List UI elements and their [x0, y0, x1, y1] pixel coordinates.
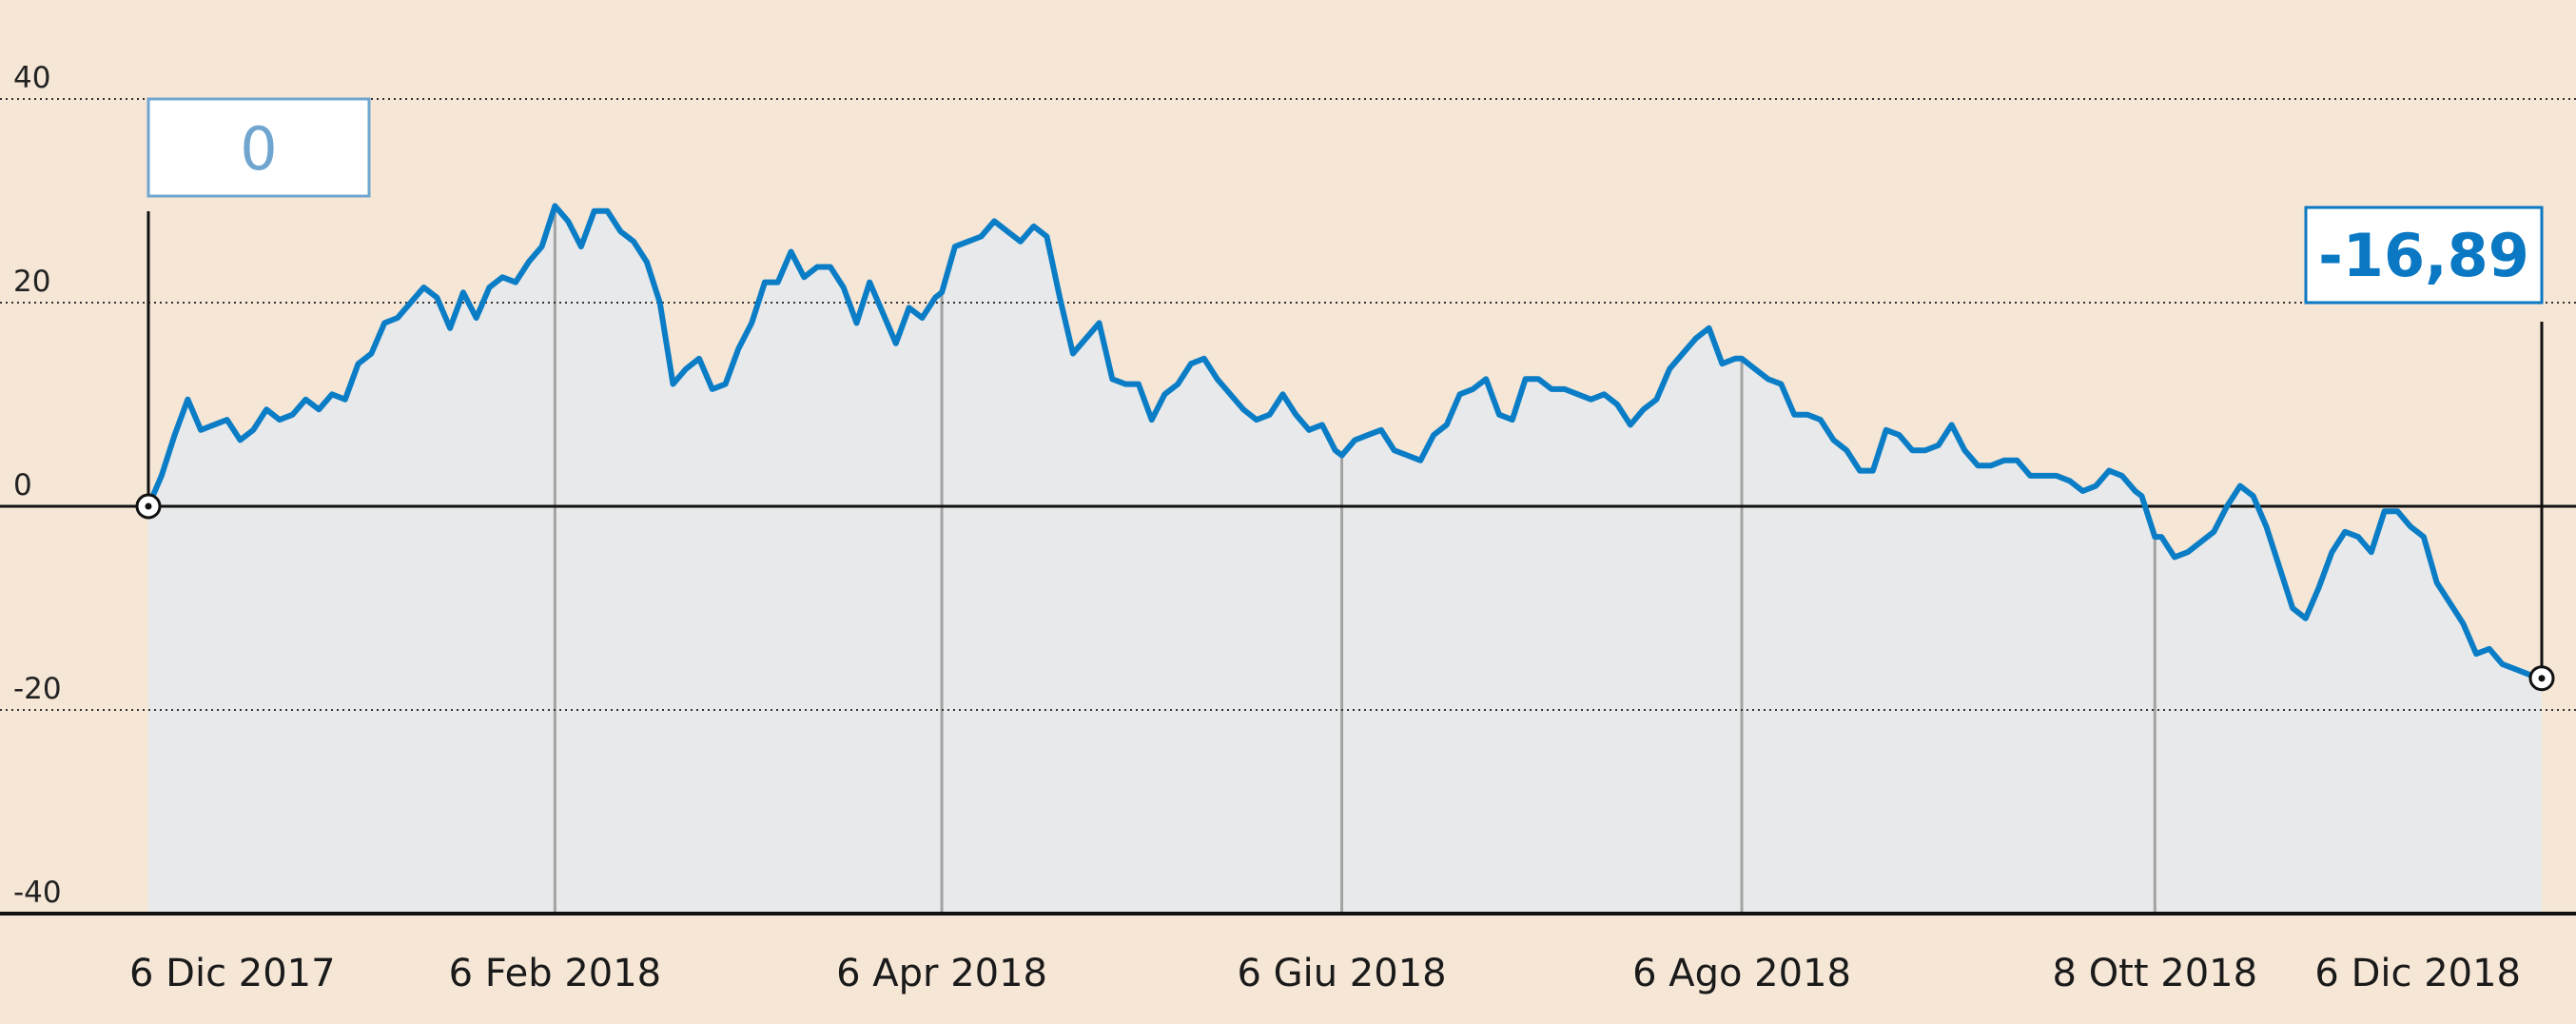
x-tick-label: 6 Dic 2018 [2314, 952, 2521, 995]
start-callout-value: 0 [240, 114, 277, 184]
x-tick-label: 6 Apr 2018 [836, 952, 1047, 995]
x-tick-labels: 6 Dic 2017 6 Feb 2018 6 Apr 2018 6 Giu 2018… [129, 952, 2521, 995]
y-tick-label: -40 [13, 876, 62, 910]
x-tick-label: 6 Dic 2017 [129, 952, 336, 995]
date-gridlines [553, 206, 2156, 914]
end-callout-value: -16,89 [2318, 221, 2529, 290]
start-point-dot [145, 502, 152, 510]
x-tick-label: 6 Ago 2018 [1632, 952, 1851, 995]
start-callout-box [146, 97, 371, 198]
series-line [146, 203, 2545, 681]
y-tick-label: -20 [13, 672, 62, 706]
callouts: 0 -16,89 [135, 97, 2555, 692]
x-tick-label: 8 Ott 2018 [2053, 952, 2258, 995]
end-callout-box [2304, 206, 2544, 305]
y-tick-label: 20 [13, 265, 50, 299]
x-tick-label: 6 Feb 2018 [449, 952, 662, 995]
end-point-dot [2538, 675, 2546, 682]
area-fill [148, 206, 2542, 914]
y-tick-label: 40 [13, 61, 50, 95]
y-tick-label: 0 [13, 468, 32, 502]
x-tick-label: 6 Giu 2018 [1237, 952, 1446, 995]
y-tick-labels: 40 20 0 -20 -40 [13, 61, 62, 910]
